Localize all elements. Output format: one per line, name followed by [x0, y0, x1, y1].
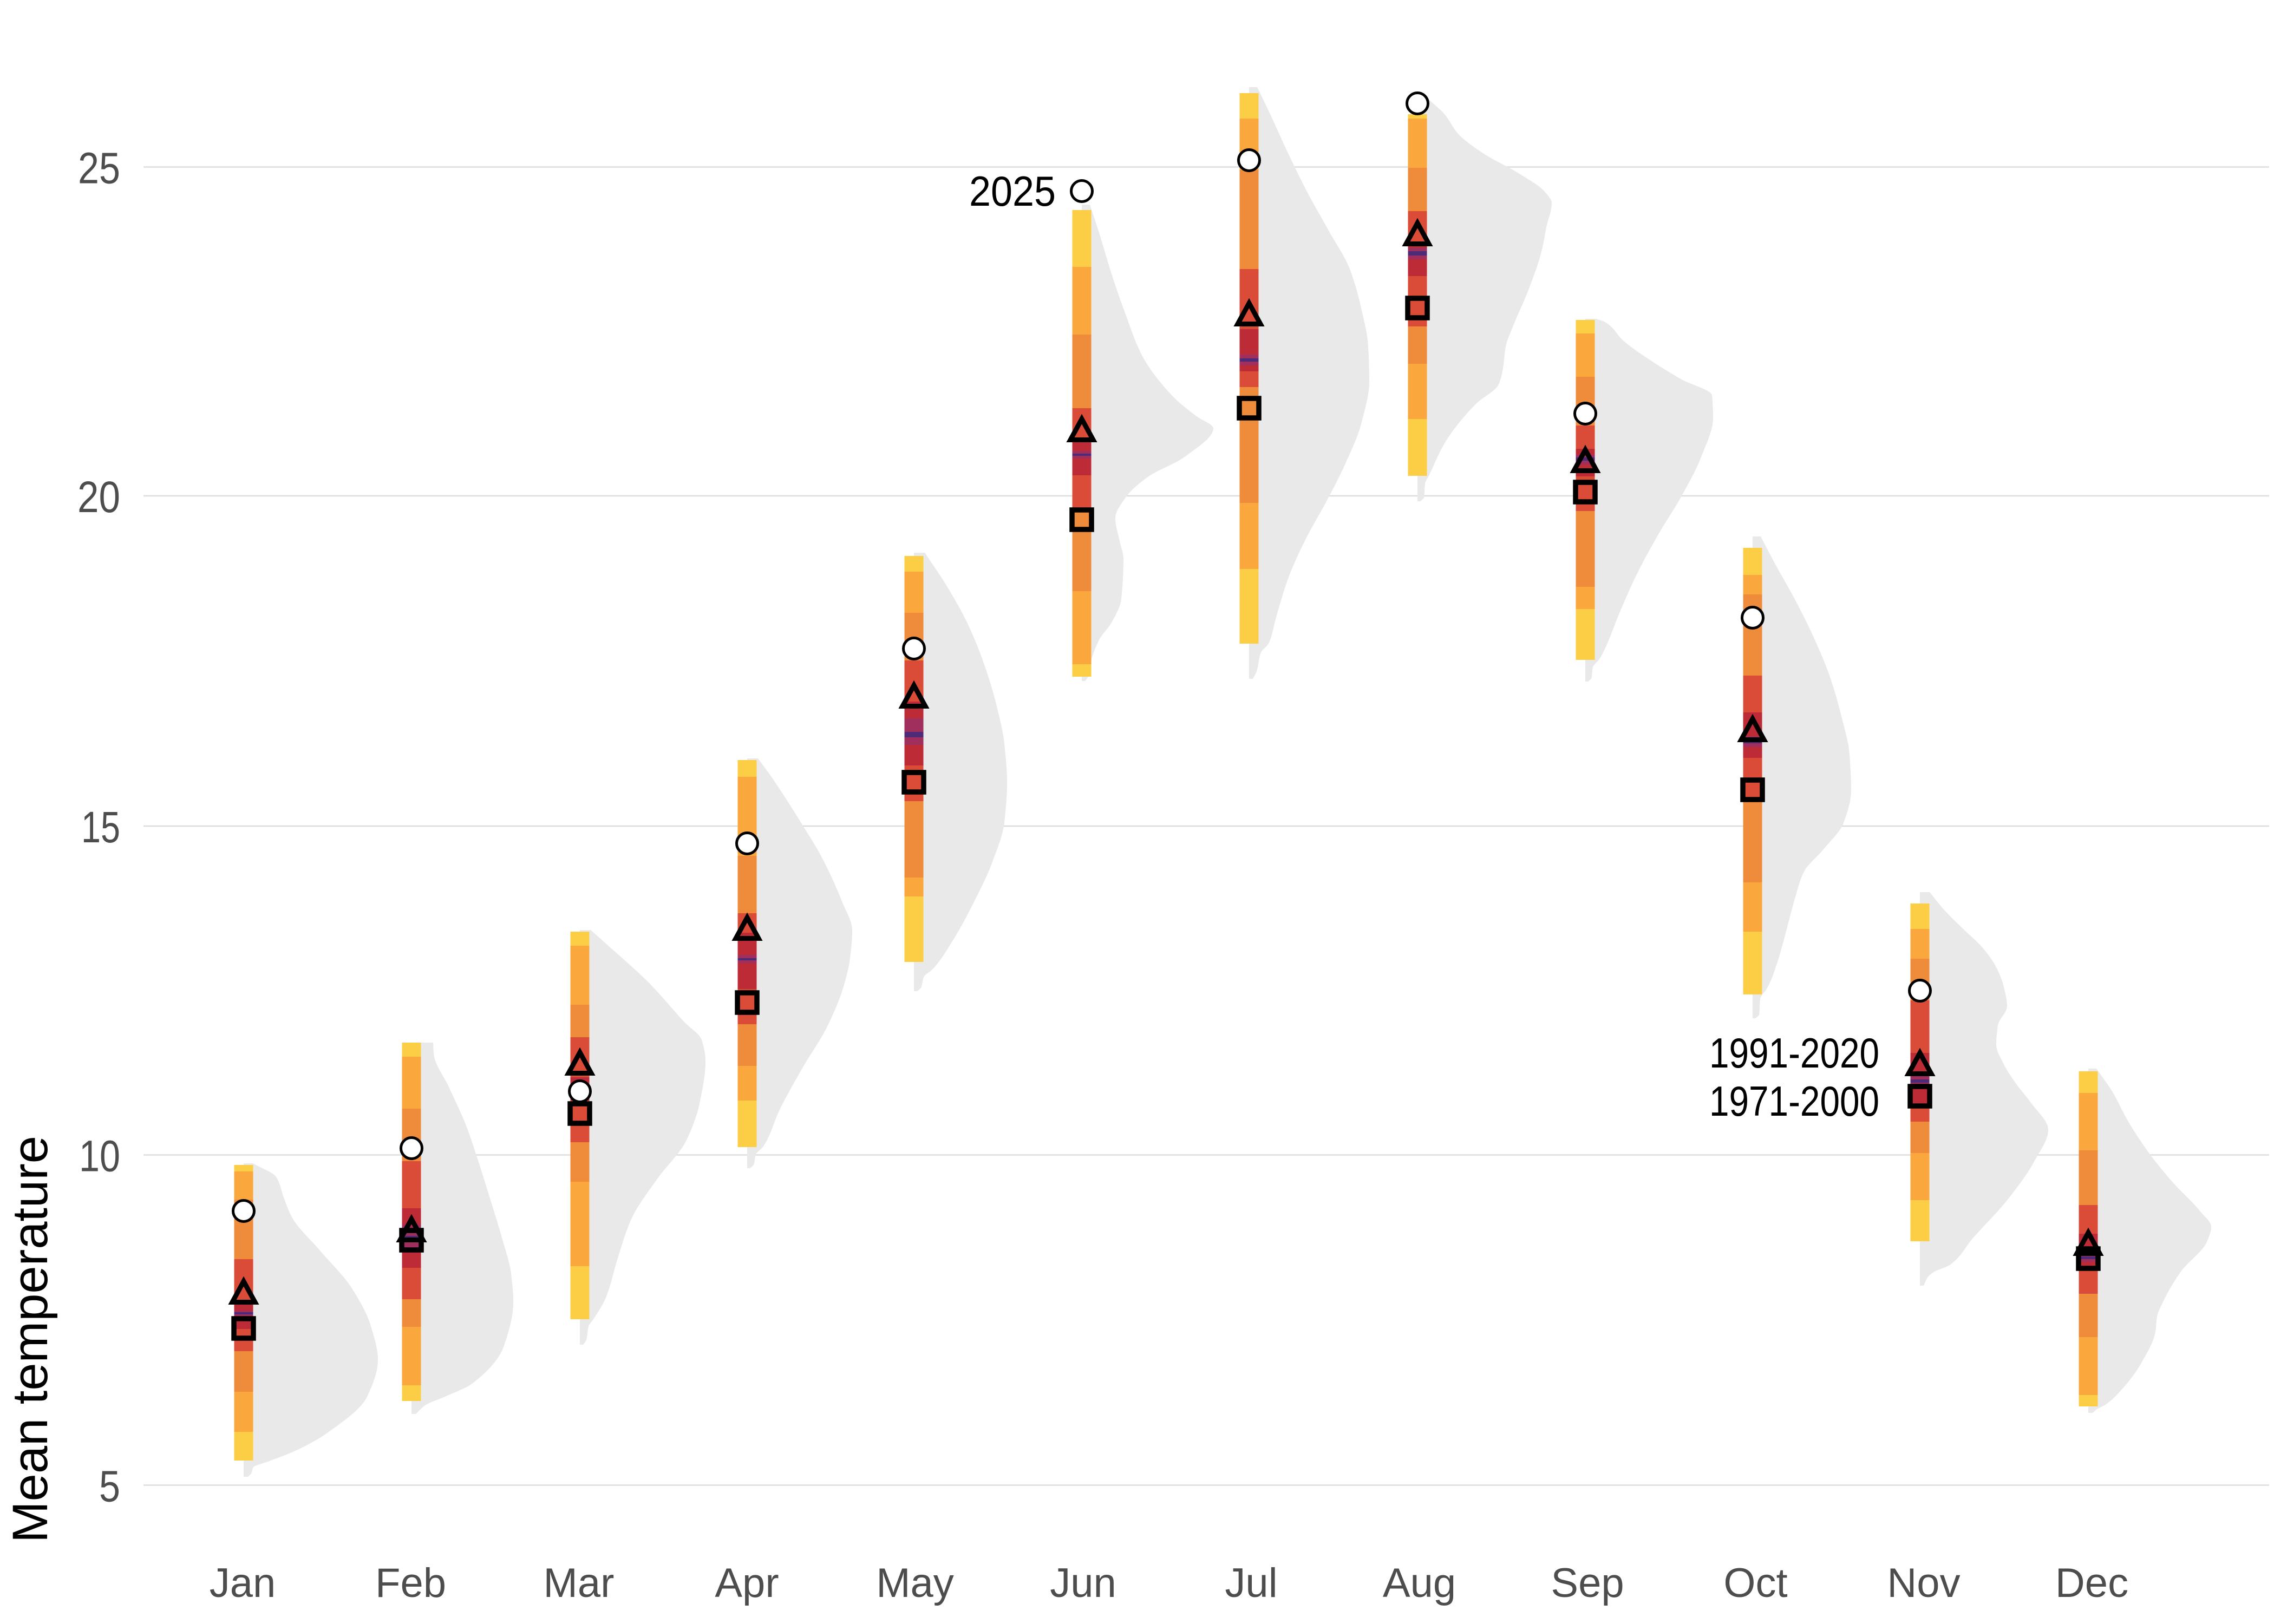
svg-text:Mean temperature: Mean temperature: [3, 1136, 58, 1543]
svg-text:Dec: Dec: [2055, 1560, 2128, 1606]
svg-text:25: 25: [78, 144, 120, 193]
svg-text:20: 20: [77, 473, 120, 522]
svg-text:Sep: Sep: [1551, 1560, 1624, 1606]
svg-text:Jul: Jul: [1225, 1560, 1277, 1606]
svg-text:1991-2020: 1991-2020: [1709, 1029, 1879, 1077]
svg-text:Aug: Aug: [1383, 1560, 1456, 1606]
svg-text:Feb: Feb: [375, 1560, 446, 1606]
svg-text:5: 5: [99, 1462, 120, 1511]
svg-text:Apr: Apr: [715, 1560, 779, 1606]
svg-text:15: 15: [81, 803, 120, 852]
svg-text:Oct: Oct: [1723, 1560, 1787, 1606]
svg-text:2025: 2025: [969, 167, 1056, 215]
svg-text:1971-2000: 1971-2000: [1709, 1077, 1879, 1125]
svg-text:May: May: [876, 1560, 954, 1606]
svg-text:Nov: Nov: [1887, 1560, 1960, 1606]
svg-text:Jun: Jun: [1050, 1560, 1116, 1606]
svg-text:Mar: Mar: [544, 1560, 615, 1606]
svg-text:Jan: Jan: [210, 1560, 276, 1606]
svg-text:10: 10: [79, 1132, 120, 1181]
